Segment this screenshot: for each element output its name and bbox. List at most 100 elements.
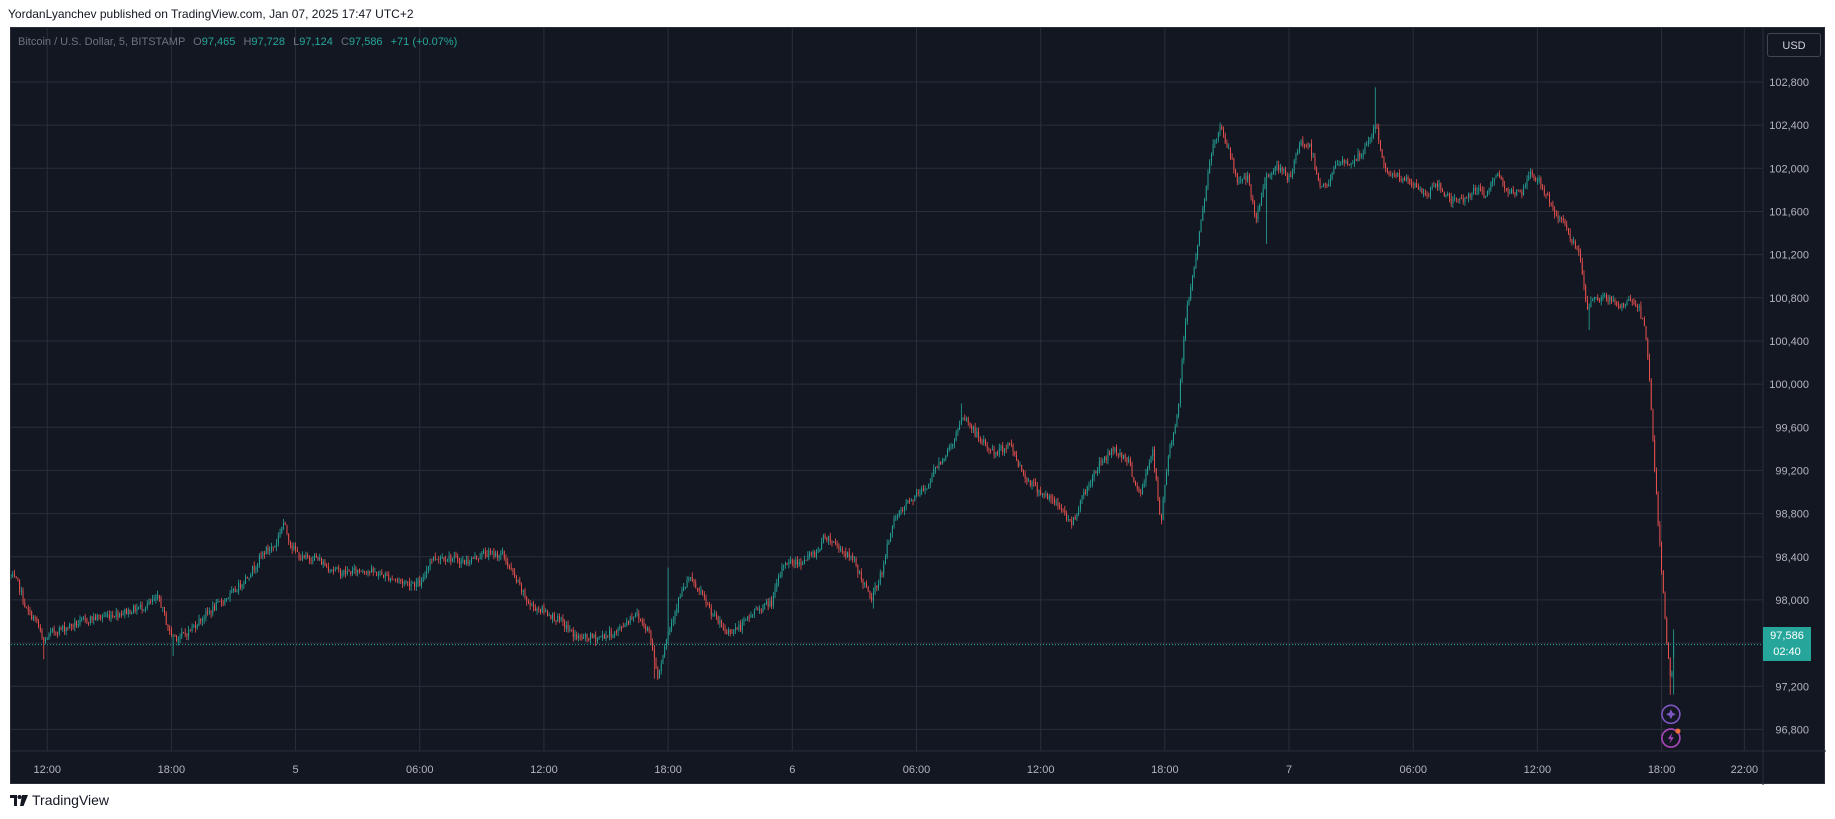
time-tick-label: 18:00 (1648, 764, 1676, 776)
candle (702, 589, 704, 596)
candle (391, 575, 393, 581)
candle (690, 576, 692, 581)
candle (817, 546, 819, 554)
candle (427, 565, 429, 574)
symbol-legend[interactable]: Bitcoin / U.S. Dollar, 5, BITSTAMP O97,4… (18, 36, 457, 48)
candle (295, 542, 297, 554)
candle (881, 571, 883, 578)
candle (926, 488, 928, 491)
lightning-icon[interactable] (1661, 728, 1681, 748)
candle (1383, 155, 1385, 169)
candle (1166, 468, 1168, 486)
candle (664, 643, 666, 659)
candle (810, 551, 812, 557)
candle (143, 608, 145, 612)
candle (795, 556, 797, 568)
candle (1328, 179, 1330, 187)
candle (807, 551, 809, 562)
candle (308, 555, 310, 565)
candle (948, 444, 950, 452)
candle (250, 572, 252, 579)
candle (579, 634, 581, 641)
candle (1316, 166, 1318, 175)
candle (665, 638, 667, 650)
candle (422, 573, 424, 583)
candle (1072, 516, 1074, 526)
candle (672, 616, 674, 627)
candle (583, 633, 585, 639)
candle (503, 550, 505, 561)
open-label: O (193, 36, 202, 48)
candle (1402, 177, 1404, 184)
candle (998, 443, 1000, 458)
candle (1016, 450, 1017, 462)
candle (1404, 176, 1406, 182)
time-tick-label: 18:00 (1151, 764, 1179, 776)
time-tick-label: 6 (789, 764, 795, 776)
candle (1135, 480, 1136, 487)
candle (979, 436, 981, 444)
candle (283, 518, 284, 531)
candle (270, 542, 272, 553)
candle (312, 556, 314, 565)
candle (838, 543, 840, 553)
candle (562, 614, 564, 627)
candle (443, 556, 445, 562)
candle (765, 598, 767, 606)
price-chart[interactable]: 96,80097,20097,60098,00098,40098,80099,2… (11, 28, 1826, 785)
candle (969, 422, 971, 429)
candle (1485, 195, 1487, 199)
sparkle-icon[interactable] (1661, 704, 1681, 725)
candle (1450, 192, 1452, 208)
candle (776, 578, 778, 593)
candle (369, 570, 371, 576)
candle (1141, 483, 1143, 496)
candle (950, 442, 952, 450)
tradingview-brand[interactable]: TradingView (10, 792, 109, 808)
candle (715, 611, 717, 620)
candle (1295, 152, 1297, 164)
candle (845, 547, 847, 560)
candle (1545, 193, 1547, 199)
candle (338, 564, 340, 573)
candle (803, 555, 805, 565)
candle (728, 627, 729, 636)
candle (560, 616, 562, 622)
candle (1416, 178, 1418, 188)
candle (1381, 149, 1383, 159)
chart-pane[interactable]: 96,80097,20097,60098,00098,40098,80099,2… (10, 27, 1826, 785)
candle (747, 615, 748, 622)
candle (1371, 133, 1373, 143)
candle (1324, 182, 1326, 189)
candle (383, 574, 384, 579)
candle (117, 609, 119, 621)
candle (983, 435, 985, 446)
candle (935, 466, 936, 474)
candle (898, 510, 900, 518)
candle (1398, 169, 1400, 183)
candle (124, 608, 126, 619)
candle (1486, 190, 1488, 197)
candle (916, 488, 917, 498)
candle (103, 611, 105, 618)
candle (1424, 189, 1426, 197)
candle (709, 601, 710, 609)
currency-button[interactable]: USD (1767, 33, 1821, 57)
candle (464, 559, 466, 565)
candle (603, 633, 605, 639)
candle (281, 526, 283, 535)
candle (1017, 459, 1019, 469)
candle (802, 560, 804, 566)
candle (108, 610, 110, 621)
candle (1367, 136, 1369, 147)
candle (1233, 157, 1235, 174)
candle (1242, 178, 1243, 184)
candle (148, 598, 150, 606)
candle (860, 568, 862, 583)
candle (743, 616, 745, 626)
candle (850, 555, 852, 561)
candle (1340, 161, 1342, 167)
candle (1033, 478, 1035, 487)
candle (1448, 192, 1450, 203)
candle (486, 549, 488, 558)
